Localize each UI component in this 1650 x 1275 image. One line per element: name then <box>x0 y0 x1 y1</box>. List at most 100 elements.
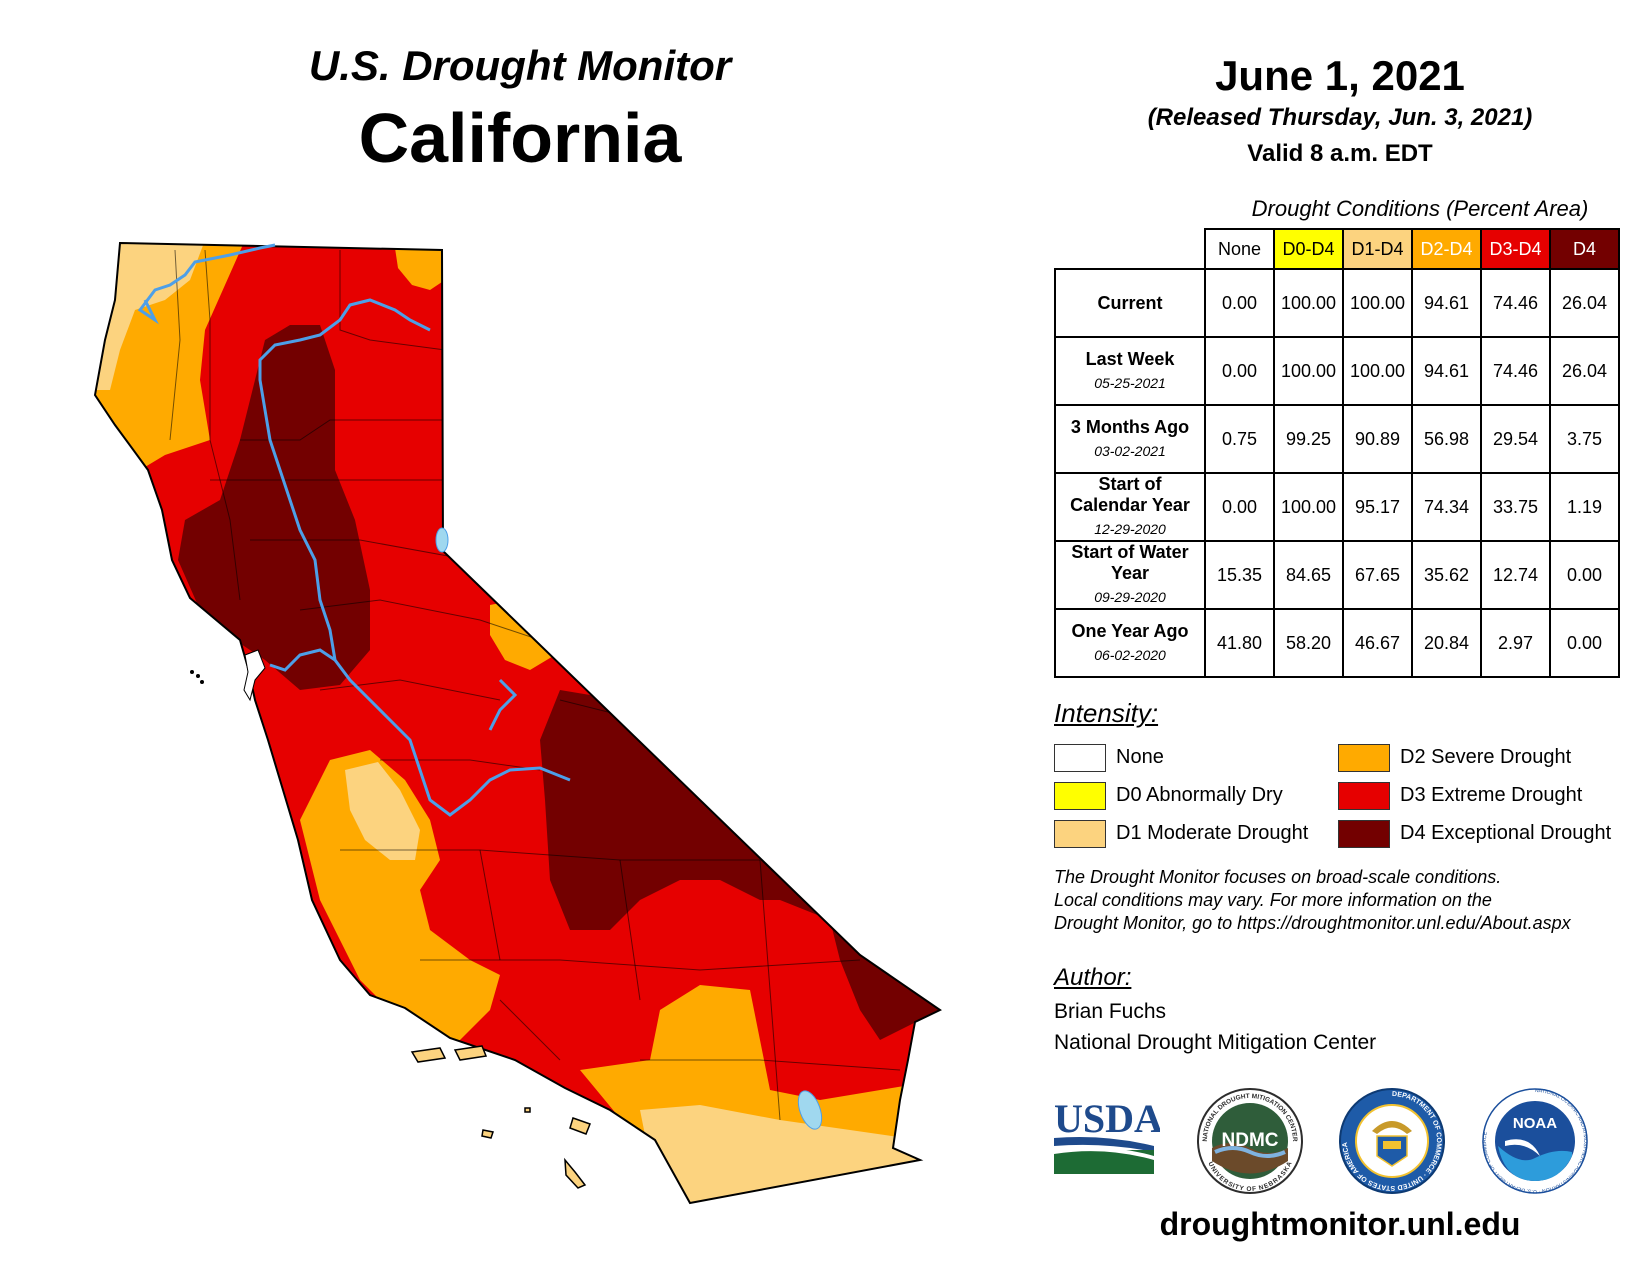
release-date: (Released Thursday, Jun. 3, 2021) <box>1147 104 1533 131</box>
table-cell: 26.04 <box>1549 268 1620 338</box>
table-cell: 46.67 <box>1342 608 1413 678</box>
legend-label: D4 Exceptional Drought <box>1400 822 1612 844</box>
row-label: Current <box>1054 268 1206 338</box>
disclaimer-line: Drought Monitor, go to https://droughtmo… <box>1054 913 1571 933</box>
table-cell: 84.65 <box>1273 540 1344 610</box>
website-link[interactable]: droughtmonitor.unl.edu <box>1159 1206 1521 1242</box>
row-label-text: 3 Months Ago <box>1070 416 1190 437</box>
table-cell: 3.75 <box>1549 404 1620 474</box>
table-cell: 35.62 <box>1411 540 1482 610</box>
d4-sacramento-valley <box>178 325 370 690</box>
table-cell: 26.04 <box>1549 336 1620 406</box>
table-cell: 2.97 <box>1480 608 1551 678</box>
table-cell: 67.65 <box>1342 540 1413 610</box>
table-cell: 100.00 <box>1273 268 1344 338</box>
d2-sierra-patch <box>490 600 555 670</box>
col-header-d2-d4: D2-D4 <box>1411 228 1482 270</box>
author-name: Brian Fuchs <box>1054 1000 1167 1023</box>
table-cell: 94.61 <box>1411 336 1482 406</box>
legend-label: D3 Extreme Drought <box>1400 784 1583 806</box>
commerce-seal-logo: DEPARTMENT OF COMMERCE · UNITED STATES O… <box>1339 1088 1445 1194</box>
ndmc-logo-text: NDMC <box>1222 1130 1279 1151</box>
monitor-title: U.S. Drought Monitor <box>308 42 732 89</box>
table-cell: 90.89 <box>1342 404 1413 474</box>
row-label-text: One Year Ago <box>1071 620 1189 641</box>
disclaimer-text: The Drought Monitor focuses on broad-sca… <box>1054 866 1644 935</box>
table-cell: 20.84 <box>1411 608 1482 678</box>
table-cell: 0.00 <box>1204 472 1275 542</box>
san-francisco-bay <box>243 649 266 702</box>
noaa-logo-text: NOAA <box>1513 1115 1557 1132</box>
row-label: Last Week 05-25-2021 <box>1054 336 1206 406</box>
table-row: 3 Months Ago 03-02-2021 0.75 99.25 90.89 56.9… <box>1054 404 1620 474</box>
row-label-text: Current <box>1097 292 1163 313</box>
table-cell: 0.75 <box>1204 404 1275 474</box>
valid-time: Valid 8 a.m. EDT <box>1247 140 1433 167</box>
table-cell: 0.00 <box>1549 540 1620 610</box>
col-header-d3-d4: D3-D4 <box>1480 228 1551 270</box>
table-cell: 33.75 <box>1480 472 1551 542</box>
disclaimer-line: The Drought Monitor focuses on broad-sca… <box>1054 867 1502 887</box>
map-date: June 1, 2021 <box>1215 52 1465 99</box>
table-cell: 58.20 <box>1273 608 1344 678</box>
salton-sea <box>797 1090 823 1130</box>
table-cell: 41.80 <box>1204 608 1275 678</box>
d4-eastern-sierra-desert <box>540 690 940 1040</box>
author-organization: National Drought Mitigation Center <box>1054 1031 1377 1054</box>
table-cell: 74.46 <box>1480 336 1551 406</box>
disclaimer-line: Local conditions may vary. For more info… <box>1054 890 1492 910</box>
usda-logo: USDA <box>1054 1096 1160 1174</box>
legend-swatch <box>1054 782 1106 810</box>
row-label-text: Start of Calendar Year <box>1070 474 1190 515</box>
california-drought-map <box>93 241 942 1205</box>
table-cell: 56.98 <box>1411 404 1482 474</box>
table-caption: Drought Conditions (Percent Area) <box>1251 196 1589 221</box>
table-row: Current 0.00 100.00 100.00 94.61 74.46 26.04 <box>1054 268 1620 338</box>
table-cell: 74.34 <box>1411 472 1482 542</box>
table-row: Start of Calendar Year 12-29-2020 0.00 100.… <box>1054 472 1620 542</box>
table-cell: 29.54 <box>1480 404 1551 474</box>
legend-label: D2 Severe Drought <box>1400 746 1572 768</box>
row-date: 09-29-2020 <box>1094 589 1166 605</box>
state-title: California <box>358 99 682 177</box>
author-heading: Author: <box>1054 964 1132 991</box>
table-cell: 95.17 <box>1342 472 1413 542</box>
table-cell: 0.00 <box>1549 608 1620 678</box>
rivers <box>137 243 571 817</box>
table-cell: 15.35 <box>1204 540 1275 610</box>
noaa-logo: NOAA NATIONAL OCEANIC AND ATMOSPHERIC AD… <box>1482 1088 1588 1194</box>
legend-swatch <box>1054 744 1106 772</box>
table-row: Last Week 05-25-2021 0.00 100.00 100.00 94.61… <box>1054 336 1620 406</box>
col-header-d0-d4: D0-D4 <box>1273 228 1344 270</box>
table-cell: 74.46 <box>1480 268 1551 338</box>
legend-label: D1 Moderate Drought <box>1116 822 1309 844</box>
table-cell: 1.19 <box>1549 472 1620 542</box>
lake-tahoe <box>435 527 449 553</box>
row-date: 06-02-2020 <box>1094 646 1166 663</box>
row-label: 3 Months Ago 03-02-2021 <box>1054 404 1206 474</box>
table-cell: 0.00 <box>1204 268 1275 338</box>
table-cell: 100.00 <box>1273 472 1344 542</box>
legend-swatch <box>1054 820 1106 848</box>
col-header-none: None <box>1204 228 1275 270</box>
row-date: 05-25-2021 <box>1094 374 1166 391</box>
legend-swatch <box>1338 782 1390 810</box>
table-cell: 0.00 <box>1204 336 1275 406</box>
channel-islands <box>410 1045 591 1189</box>
county-lines <box>169 249 901 1121</box>
row-date: 12-29-2020 <box>1094 521 1166 537</box>
table-row: One Year Ago 06-02-2020 41.80 58.20 46.67 20.… <box>1054 608 1620 678</box>
d1-central-coast-area <box>345 762 420 860</box>
row-label-text: Last Week <box>1085 348 1175 369</box>
d2-northeast-area <box>395 248 445 290</box>
row-label: Start of Water Year 09-29-2020 <box>1054 540 1206 610</box>
drought-conditions-table: None D0-D4 D1-D4 D2-D4 D3-D4 D4 Current 0… <box>1054 228 1620 678</box>
california-outline <box>93 241 942 1205</box>
row-label: Start of Calendar Year 12-29-2020 <box>1054 472 1206 542</box>
legend-swatch <box>1338 744 1390 772</box>
legend-swatch <box>1338 820 1390 848</box>
row-label-text: Start of Water Year <box>1071 542 1189 583</box>
d1-south-area <box>640 1105 925 1203</box>
legend-label: D0 Abnormally Dry <box>1116 784 1283 806</box>
table-cell: 100.00 <box>1342 268 1413 338</box>
